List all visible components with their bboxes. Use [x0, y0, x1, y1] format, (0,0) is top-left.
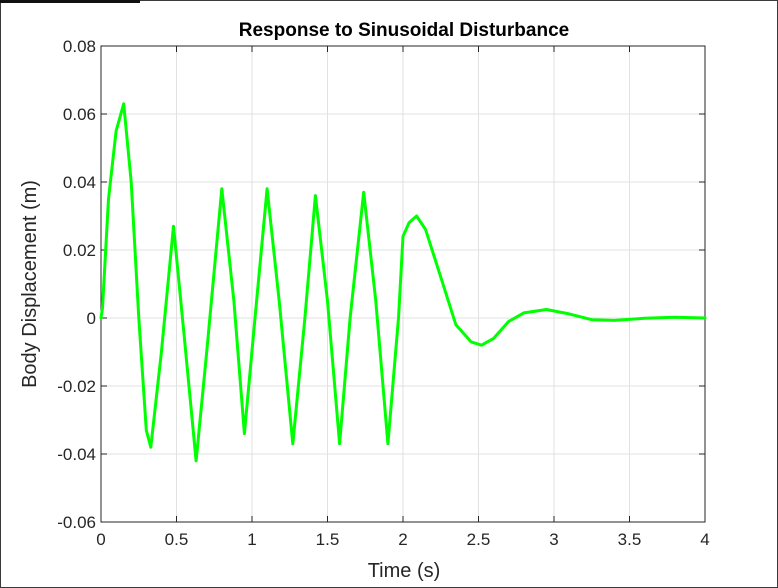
y-tick-label: 0: [87, 309, 96, 328]
x-tick-label: 2: [398, 530, 407, 549]
y-tick-labels: -0.06 -0.04 -0.02 0 0.02 0.04 0.06 0.08: [57, 37, 96, 532]
series-line: [99, 102, 707, 463]
y-axis-label: Body Displacement (m): [19, 180, 41, 388]
y-tick-label: 0.06: [63, 105, 96, 124]
x-tick-labels: 0 0.5 1 1.5 2 2.5 3 3.5 4: [96, 530, 709, 549]
y-tick-label: 0.08: [63, 37, 96, 56]
axis-ticks: [100, 45, 706, 523]
x-tick-label: 3: [549, 530, 558, 549]
x-tick-label: 2.5: [467, 530, 491, 549]
x-tick-label: 1.5: [316, 530, 340, 549]
y-tick-label: -0.04: [57, 445, 96, 464]
y-tick-label: 0.02: [63, 241, 96, 260]
y-tick-label: -0.02: [57, 377, 96, 396]
x-tick-label: 0: [96, 530, 105, 549]
x-tick-label: 1: [247, 530, 256, 549]
y-tick-label: 0.04: [63, 173, 96, 192]
x-axis-label: Time (s): [368, 560, 441, 582]
x-tick-label: 3.5: [618, 530, 642, 549]
x-tick-label: 0.5: [165, 530, 189, 549]
chart-title: Response to Sinusoidal Disturbance: [239, 20, 569, 41]
window-edge: [0, 0, 140, 3]
y-tick-label: -0.06: [57, 513, 96, 532]
x-tick-label: 4: [700, 530, 709, 549]
